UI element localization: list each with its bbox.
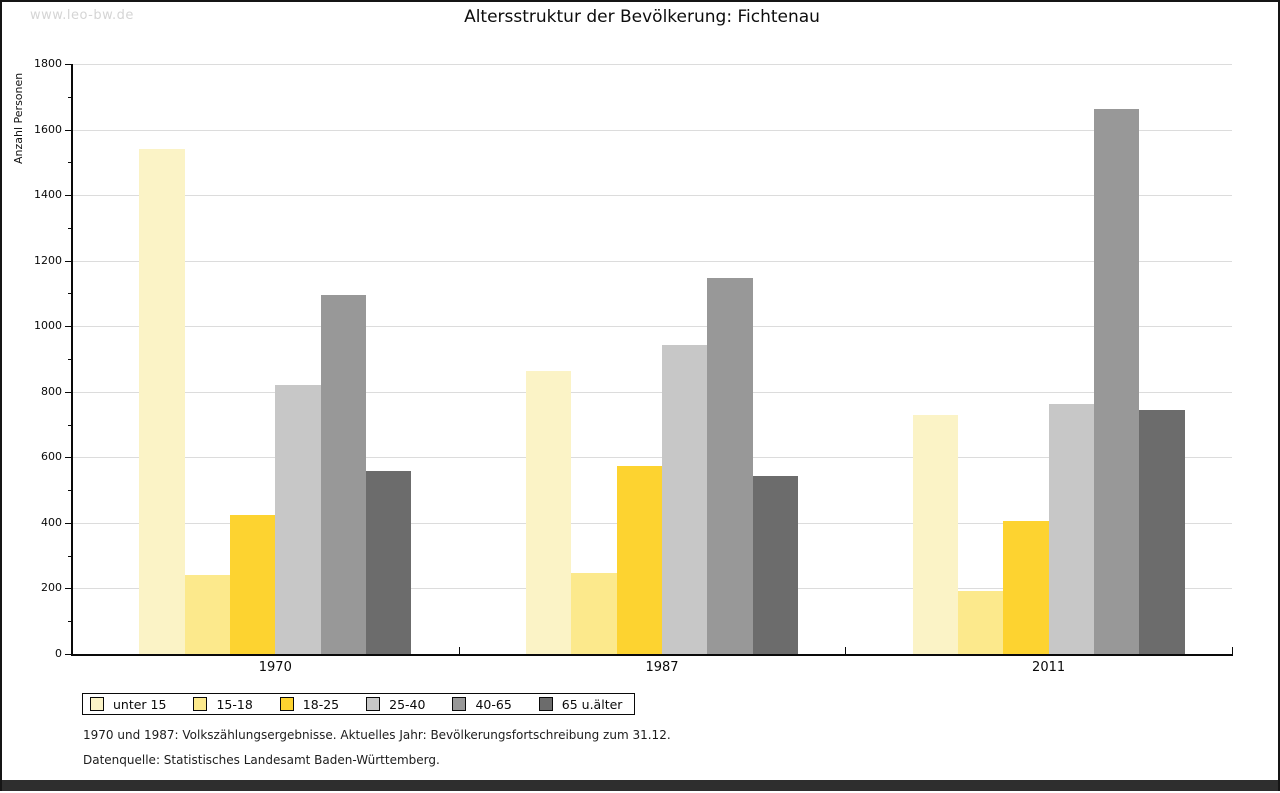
gridline-1800 [72,64,1232,65]
x-category-label-1970: 1970 [258,660,292,675]
bar-15-18-2011 [958,591,1004,654]
bar-unter-15-1987 [526,370,572,654]
gridline-1000 [72,326,1232,328]
y-tick-800 [65,391,72,393]
bar-unter-15-1970 [139,149,185,654]
x-axis-tick-1 [458,647,460,654]
legend-item-40-65: 40-65 [452,696,512,712]
legend-item-65-u-lter: 65 u.älter [538,696,623,712]
y-tick-1700 [68,96,72,98]
legend-item-18-25: 18-25 [279,696,340,712]
y-tick-1500 [68,162,72,164]
bar-15-18-1970 [184,575,230,654]
x-axis-tick-2 [845,647,847,654]
bar-25-40-2011 [1048,404,1094,654]
y-tick-700 [68,424,72,426]
y-tick-label-1000: 1000 [34,319,62,333]
y-tick-label-1800: 1800 [34,57,62,70]
legend-label: 18-25 [302,696,340,712]
y-tick-500 [68,490,72,492]
legend-swatch [538,697,553,711]
legend-swatch [90,697,104,711]
y-tick-label-200: 200 [41,581,62,595]
bar-40-65-1987 [707,278,753,654]
footnote-source-line-2: Datenquelle: Statistisches Landesamt Bad… [83,753,440,767]
gridline-1600 [72,129,1232,131]
y-tick-label-1200: 1200 [34,253,62,267]
legend-label: 25-40 [389,696,426,712]
gridline-1200 [72,260,1232,262]
legend-swatch [452,697,467,711]
bar-40-65-2011 [1094,109,1140,654]
bar-15-18-1987 [571,573,617,654]
footnote-source-line-1: 1970 und 1987: Volkszählungsergebnisse. … [83,728,671,742]
bar-40-65-1970 [320,294,366,654]
y-tick-1000 [65,326,72,328]
y-tick-100 [68,621,72,623]
legend-item-15-18: 15-18 [193,696,253,712]
y-tick-1400 [65,195,72,197]
legend-item-unter-15: unter 15 [90,697,166,712]
legend-swatch [366,697,381,711]
bar-18-25-2011 [1003,520,1049,654]
y-tick-1300 [68,227,72,229]
bar-18-25-1987 [616,465,662,654]
bar-65-u-lter-1970 [365,471,412,654]
y-tick-1200 [65,260,72,262]
legend-label: unter 15 [113,696,167,712]
y-tick-label-1600: 1600 [34,122,62,136]
legend-label: 65 u.älter [561,696,623,712]
y-tick-label-1400: 1400 [34,188,62,202]
watermark-text: www.leo-bw.de [30,8,134,23]
y-tick-0 [65,654,72,655]
y-tick-1600 [65,129,72,131]
y-tick-1800 [65,64,72,65]
gridline-800 [72,391,1232,393]
legend-label: 15-18 [216,696,253,712]
bar-65-u-lter-1987 [752,476,798,654]
chart-legend: unter 15 15-18 18-25 25-40 40-65 65 u.älter [82,693,636,715]
x-category-label-1987: 1987 [645,660,679,675]
y-tick-label-800: 800 [41,384,62,398]
gridline-1400 [72,195,1232,197]
y-tick-label-600: 600 [41,450,62,464]
x-axis-tick-3 [1232,647,1233,654]
bar-65-u-lter-2011 [1139,409,1185,654]
y-tick-600 [65,457,72,459]
x-axis-line [71,654,1233,656]
chart-title: Altersstruktur der Bevölkerung: Fichtena… [464,7,820,27]
y-tick-label-400: 400 [41,515,62,529]
y-tick-400 [65,522,72,524]
bar-18-25-1970 [230,514,276,654]
bottom-border-band [2,780,1278,791]
gridline-600 [72,457,1232,459]
y-tick-label-0: 0 [55,647,62,660]
bar-25-40-1970 [275,385,321,654]
y-tick-200 [65,588,72,590]
y-axis-line [71,64,73,654]
legend-label: 40-65 [475,696,512,712]
bar-unter-15-2011 [912,414,958,654]
y-tick-1100 [68,293,72,295]
legend-item-25-40: 25-40 [366,697,425,712]
y-tick-300 [68,555,72,557]
legend-swatch [279,697,294,711]
bar-25-40-1987 [662,344,708,654]
x-category-label-2011: 2011 [1032,660,1066,675]
legend-swatch [193,697,208,711]
y-tick-900 [68,359,72,360]
